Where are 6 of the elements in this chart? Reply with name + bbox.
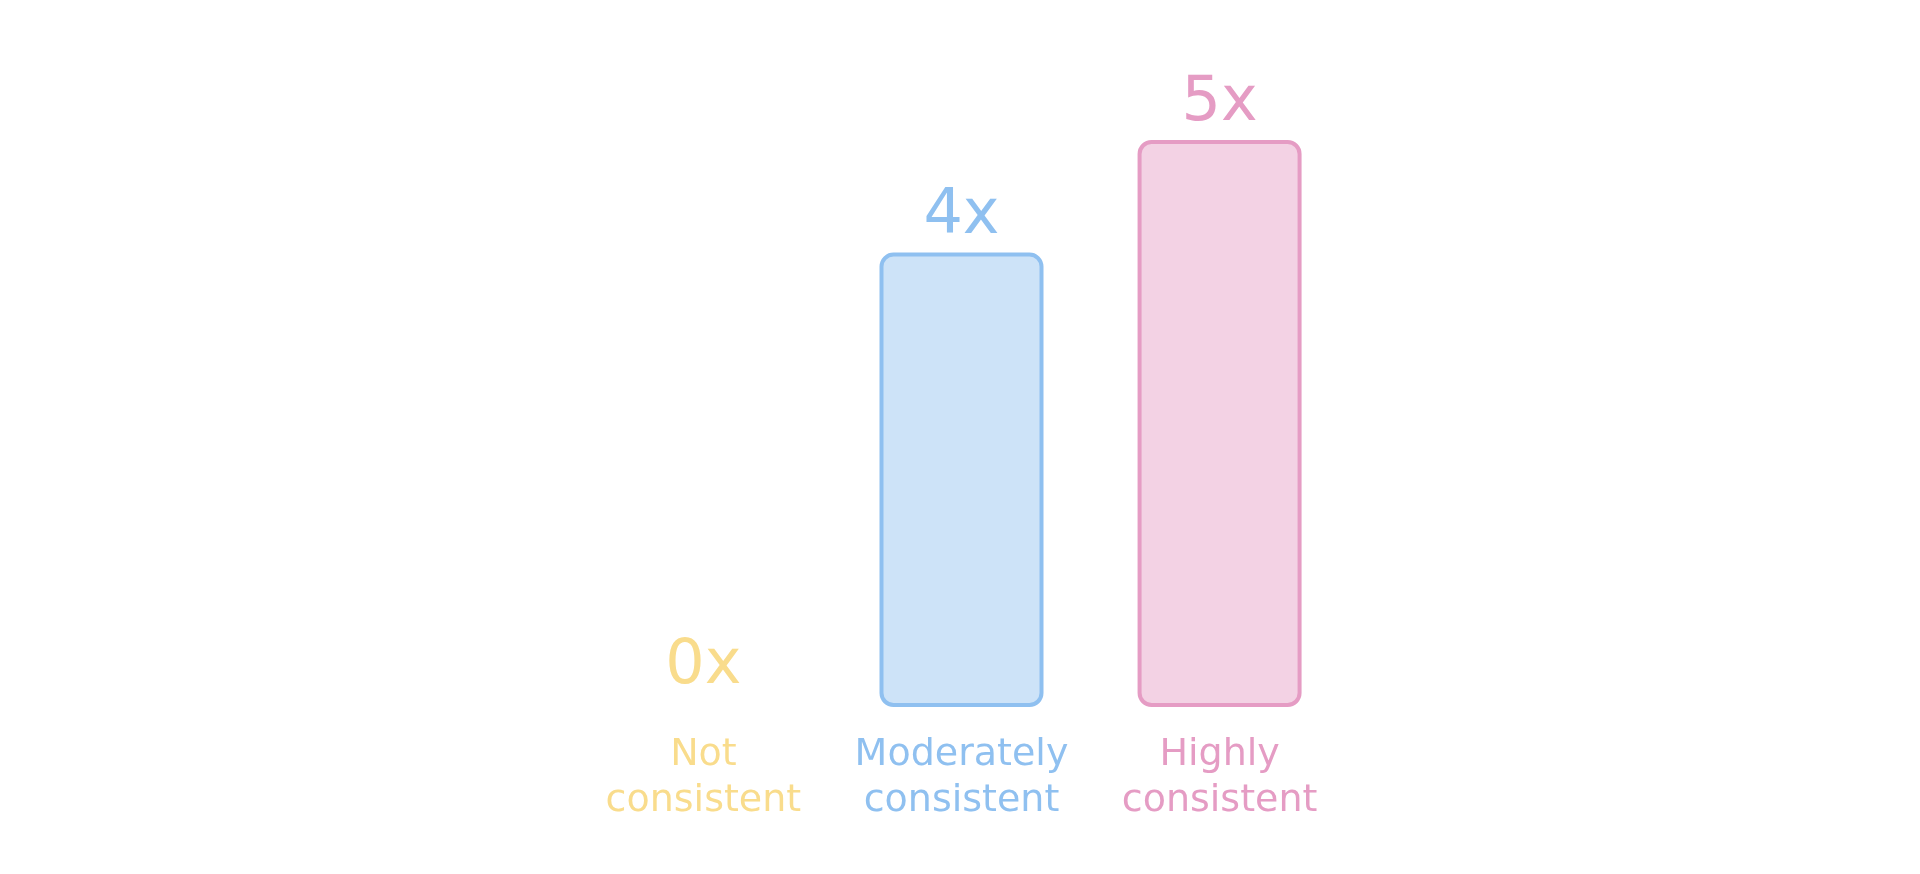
x-tick-label: Highly consistent: [1121, 730, 1318, 820]
x-tick-label: Moderately consistent: [854, 730, 1069, 820]
x-tick-label: Not consistent: [605, 730, 802, 820]
data-label: 0x: [665, 625, 742, 698]
data-label: 4x: [923, 174, 1000, 248]
data-label: 5x: [1181, 62, 1258, 135]
